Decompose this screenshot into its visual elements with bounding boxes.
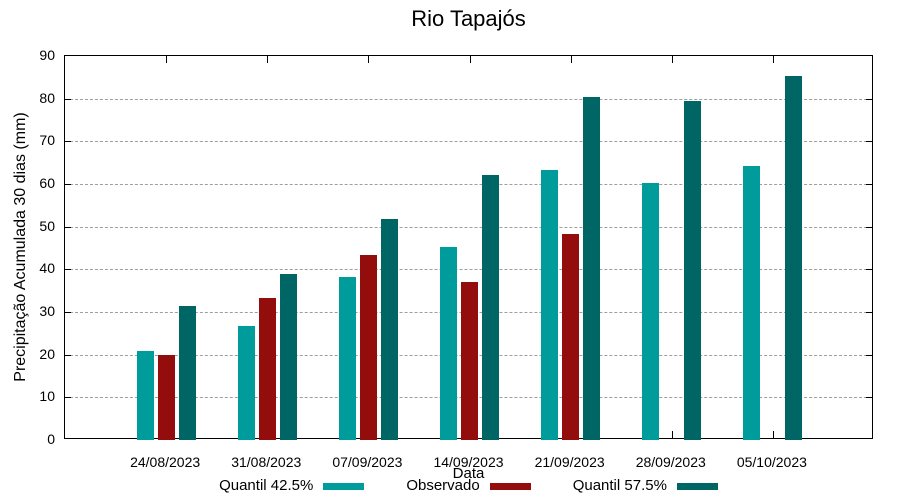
- y-tick-right: [866, 354, 872, 356]
- y-tick-right: [866, 226, 872, 228]
- gridline: [65, 141, 872, 143]
- chart-legend: Quantil 42.5% Observado Quantil 57.5%: [64, 478, 873, 494]
- gridline: [65, 98, 872, 100]
- bar: [562, 234, 580, 440]
- x-tick-label: 05/10/2023: [736, 454, 807, 470]
- y-tick-left: [65, 141, 71, 143]
- y-tick-label: 80: [39, 89, 55, 106]
- y-tick-left: [65, 98, 71, 100]
- bar: [157, 355, 175, 440]
- x-tick-label: 21/09/2023: [534, 454, 605, 470]
- bar: [684, 100, 702, 440]
- x-tick-label: 07/09/2023: [332, 454, 403, 470]
- y-tick-left: [65, 269, 71, 271]
- bar: [743, 165, 761, 440]
- x-tick-label: 24/08/2023: [130, 454, 201, 470]
- y-tick-left: [65, 226, 71, 228]
- y-tick-label: 60: [39, 175, 55, 191]
- bar: [136, 350, 154, 440]
- x-axis-label: Data: [452, 465, 485, 482]
- y-tick-right: [866, 184, 872, 185]
- y-tick-right: [866, 98, 872, 100]
- x-tick-top: [469, 56, 471, 63]
- gridline: [65, 226, 872, 228]
- y-tick-label: 70: [39, 132, 55, 149]
- chart-title: Rio Tapajós: [411, 6, 526, 31]
- x-tick-top: [267, 56, 269, 63]
- legend-swatch: [489, 482, 531, 490]
- legend-entry: Quantil 42.5%: [219, 477, 365, 494]
- bar: [338, 277, 356, 440]
- y-tick-label: 20: [39, 345, 55, 362]
- y-tick-label: 50: [39, 217, 55, 234]
- gridline: [65, 269, 872, 271]
- legend-swatch: [323, 482, 365, 490]
- bar: [541, 169, 559, 440]
- bar: [279, 274, 297, 440]
- legend-label: Quantil 42.5%: [219, 477, 314, 494]
- y-tick-right: [866, 397, 872, 399]
- x-tick-bottom: [671, 431, 673, 438]
- bar: [178, 305, 196, 440]
- bar: [642, 182, 660, 440]
- bar: [583, 96, 601, 440]
- bar: [461, 282, 478, 440]
- x-tick-top: [166, 56, 168, 63]
- bar: [440, 246, 457, 440]
- y-tick-label: 30: [39, 303, 55, 319]
- legend-swatch: [676, 482, 718, 490]
- x-tick-label: 31/08/2023: [231, 454, 302, 470]
- x-tick-top: [772, 56, 774, 63]
- x-tick-top: [368, 56, 370, 63]
- y-tick-label: 90: [39, 47, 55, 63]
- bar: [380, 218, 398, 440]
- y-tick-right: [866, 312, 872, 313]
- y-tick-left: [65, 312, 71, 313]
- bar: [482, 175, 499, 440]
- y-tick-right: [866, 141, 872, 143]
- y-tick-left: [65, 397, 71, 399]
- y-tick-label: 10: [39, 388, 55, 405]
- legend-entry: Quantil 57.5%: [573, 478, 718, 494]
- x-tick-top: [570, 56, 572, 63]
- legend-entry: Observado: [406, 477, 531, 494]
- y-axis-label: Precipitação Acumulada 30 dias (mm): [12, 112, 29, 382]
- x-tick-bottom: [772, 431, 774, 438]
- x-tick-label: 28/09/2023: [635, 454, 706, 470]
- legend-label: Observado: [406, 477, 480, 494]
- bar: [359, 254, 377, 440]
- bar: [237, 326, 255, 440]
- bar: [258, 297, 276, 440]
- y-tick-label: 40: [39, 260, 55, 277]
- gridline: [65, 184, 872, 185]
- bar: [785, 76, 803, 440]
- x-tick-label: 14/09/2023: [433, 454, 504, 470]
- y-tick-label: 0: [47, 431, 55, 447]
- x-tick-top: [671, 56, 673, 63]
- y-tick-left: [65, 184, 71, 185]
- legend-label: Quantil 57.5%: [572, 477, 667, 494]
- y-tick-right: [866, 269, 872, 271]
- plot-area: [64, 55, 873, 440]
- y-tick-left: [65, 354, 71, 356]
